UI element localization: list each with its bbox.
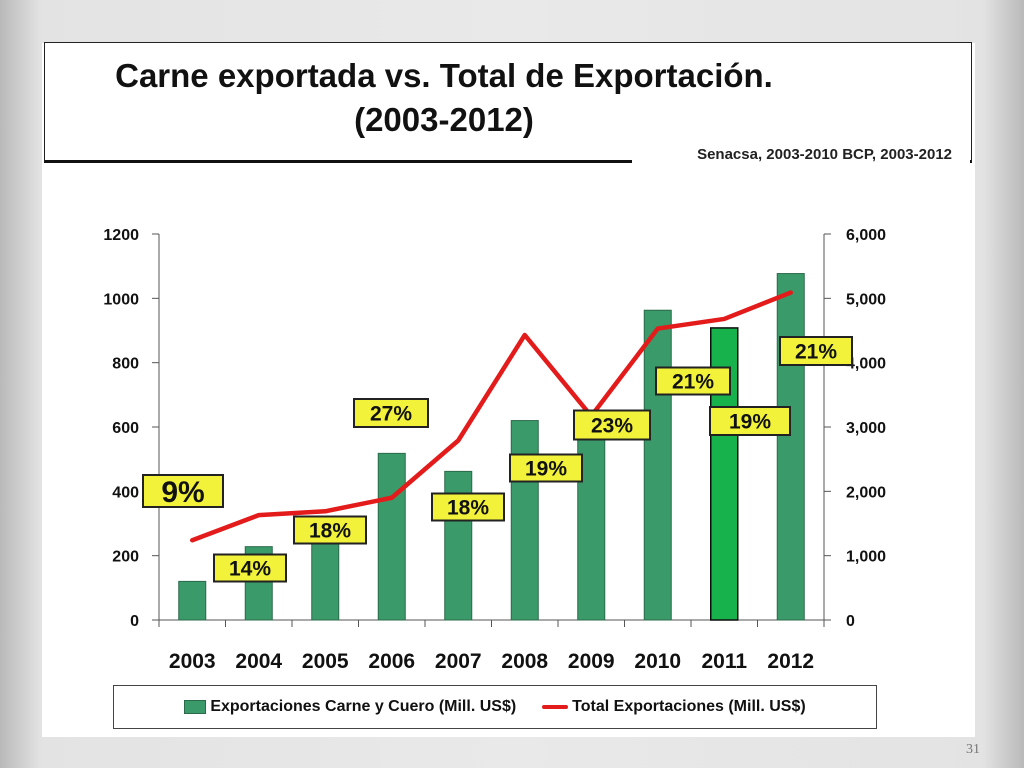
left-tick-label: 1200 [103,227,139,244]
x-tick-label: 2010 [634,650,681,673]
title-box [44,42,972,163]
x-tick-label: 2003 [169,650,216,673]
bar [577,432,606,621]
right-tick-label: 1,000 [846,549,886,566]
share-label-box [293,515,367,545]
legend-bar-swatch [184,700,207,714]
x-tick-label: 2004 [235,650,282,673]
bar [377,452,406,621]
title-line-2: (2003-2012) [354,101,534,138]
share-label-box [431,492,505,522]
legend-item-line: Total Exportaciones (Mill. US$) [542,698,806,716]
share-label-box [779,336,853,366]
left-tick-label: 1000 [103,291,139,308]
share-label-text: 27% [370,403,412,426]
share-label-box [573,409,651,441]
source-text: Senacsa, 2003-2010 BCP, 2003-2012 [697,146,952,163]
share-label-text: 9% [161,476,204,509]
right-tick-label: 4,000 [846,356,886,373]
left-tick-label: 200 [112,549,139,566]
total-exports-line [190,290,793,543]
x-tick-label: 2007 [435,650,482,673]
share-label-text: 19% [525,458,567,481]
legend-line-label: Total Exportaciones (Mill. US$) [572,698,806,715]
share-label-box [213,553,287,583]
bar [311,534,340,621]
share-label-box [709,406,791,436]
share-label-box [655,366,731,396]
share-label-text: 19% [729,411,771,434]
legend-bar-label: Exportaciones Carne y Cuero (Mill. US$) [210,698,517,715]
share-label-text: 18% [309,520,351,543]
bar [510,420,539,621]
right-tick-label: 6,000 [846,227,886,244]
left-tick-label: 600 [112,420,139,437]
right-tick-label: 5,000 [846,291,886,308]
share-label-text: 21% [672,371,714,394]
right-tick-label: 0 [846,613,855,630]
title-line-1: Carne exportada vs. Total de Exportación… [115,57,773,94]
share-label-box [353,398,429,428]
x-tick-label: 2009 [568,650,615,673]
bar [776,273,805,621]
left-tick-label: 0 [130,613,139,630]
chart-title: Carne exportada vs. Total de Exportación… [44,54,844,142]
page-number: 31 [966,742,980,757]
left-tick-label: 400 [112,484,139,501]
x-tick-label: 2005 [302,650,349,673]
legend: Exportaciones Carne y Cuero (Mill. US$) … [113,685,877,729]
right-tick-label: 2,000 [846,484,886,501]
x-tick-label: 2008 [501,650,548,673]
source-note: Senacsa, 2003-2010 BCP, 2003-2012 [632,144,970,166]
left-tick-label: 800 [112,356,139,373]
share-label-box [142,474,224,508]
share-label-text: 23% [591,415,633,438]
share-label-text: 14% [229,558,271,581]
share-label-text: 18% [447,497,489,520]
x-tick-label: 2012 [767,650,814,673]
bar [643,309,672,621]
share-label-text: 21% [795,341,837,364]
bar [178,580,207,621]
share-label-box [509,453,583,483]
right-tick-label: 3,000 [846,420,886,437]
x-tick-label: 2006 [368,650,415,673]
legend-line-swatch [542,705,569,709]
x-tick-label: 2011 [701,650,747,673]
legend-item-bars: Exportaciones Carne y Cuero (Mill. US$) [184,698,516,716]
